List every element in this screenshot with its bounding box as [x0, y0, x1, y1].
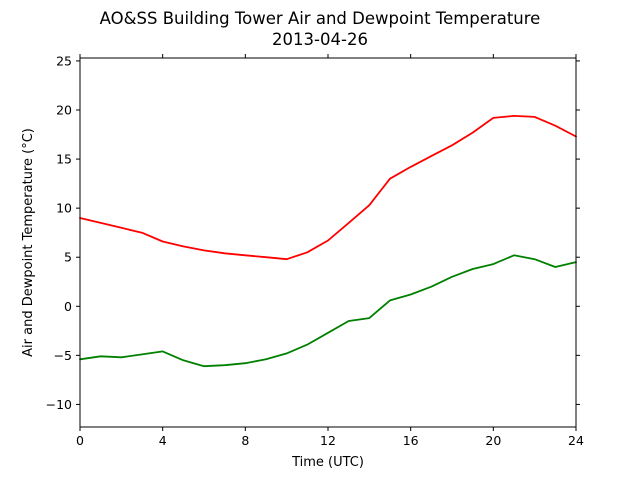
y-tick-label: 15 [56, 152, 72, 167]
y-tick-label: 10 [56, 201, 72, 216]
x-tick-label: 16 [403, 433, 419, 448]
x-axis-label: Time (UTC) [291, 455, 364, 470]
y-tick-label: 25 [56, 53, 72, 68]
x-tick-label: 0 [76, 433, 84, 448]
y-tick-label: 20 [56, 103, 72, 118]
chart-title: AO&SS Building Tower Air and Dewpoint Te… [100, 9, 541, 28]
x-tick-label: 4 [159, 433, 167, 448]
x-tick-label: 8 [241, 433, 249, 448]
ticks-layer: 0 4 8 12 16 20 24 −10 −5 0 5 10 15 20 25 [46, 53, 584, 448]
plot-frame [79, 57, 577, 428]
chart-subtitle: 2013-04-26 [272, 30, 368, 49]
y-tick-label: −10 [46, 397, 72, 412]
series-line-2 [79, 254, 577, 368]
y-tick-label: −5 [54, 348, 72, 363]
y-tick-label: 0 [64, 299, 72, 314]
y-tick-label: 5 [64, 250, 72, 265]
x-tick-label: 20 [485, 433, 501, 448]
series-layer [79, 115, 577, 368]
x-tick-label: 12 [320, 433, 336, 448]
y-axis-label: Air and Dewpoint Temperature (°C) [21, 128, 36, 357]
series-line-1 [79, 115, 577, 261]
x-tick-label: 24 [568, 433, 584, 448]
